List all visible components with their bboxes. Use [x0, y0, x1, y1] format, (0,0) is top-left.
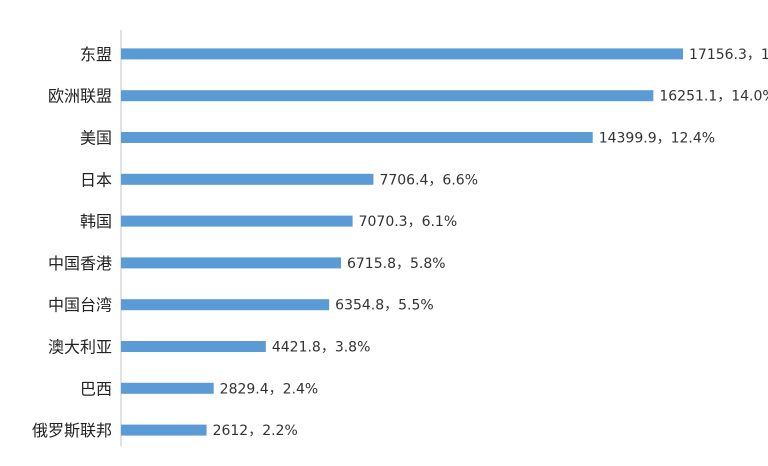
- bars-group: [121, 48, 683, 436]
- data-labels-group: 17156.3，14.8% 16251.1，14.0% 14399.9，12.4% 7…: [213, 47, 768, 439]
- data-label: 14399.9，12.4%: [599, 131, 715, 147]
- category-label: 俄罗斯联邦: [32, 421, 112, 440]
- data-label: 7706.4，6.6%: [379, 172, 478, 188]
- category-label: 中国台湾: [48, 296, 112, 315]
- category-label: 东盟: [80, 45, 112, 64]
- bar-6: [121, 299, 330, 311]
- data-label: 17156.3，14.8%: [689, 47, 768, 63]
- bar-3: [121, 173, 374, 185]
- bar-9: [121, 424, 207, 436]
- bar-0: [121, 48, 683, 60]
- bar-2: [121, 132, 593, 143]
- category-label: 澳大利亚: [48, 338, 112, 357]
- category-label: 巴西: [80, 379, 112, 398]
- data-label: 6354.8，5.5%: [335, 298, 434, 314]
- bar-5: [121, 257, 341, 269]
- bar-1: [121, 90, 654, 102]
- bar-8: [121, 382, 214, 394]
- category-label: 中国香港: [48, 254, 112, 273]
- category-label: 美国: [80, 129, 112, 148]
- data-label: 2612，2.2%: [213, 423, 298, 439]
- category-label: 日本: [80, 170, 112, 189]
- data-label: 6715.8，5.8%: [347, 256, 446, 272]
- bar-7: [121, 341, 266, 352]
- category-label: 韩国: [80, 212, 112, 231]
- data-label: 4421.8，3.8%: [272, 340, 371, 356]
- data-label: 2829.4，2.4%: [220, 381, 319, 397]
- bar-4: [121, 215, 353, 227]
- data-label: 16251.1，14.0%: [659, 89, 768, 105]
- data-label: 7070.3，6.1%: [359, 214, 458, 230]
- category-label: 欧洲联盟: [48, 87, 112, 106]
